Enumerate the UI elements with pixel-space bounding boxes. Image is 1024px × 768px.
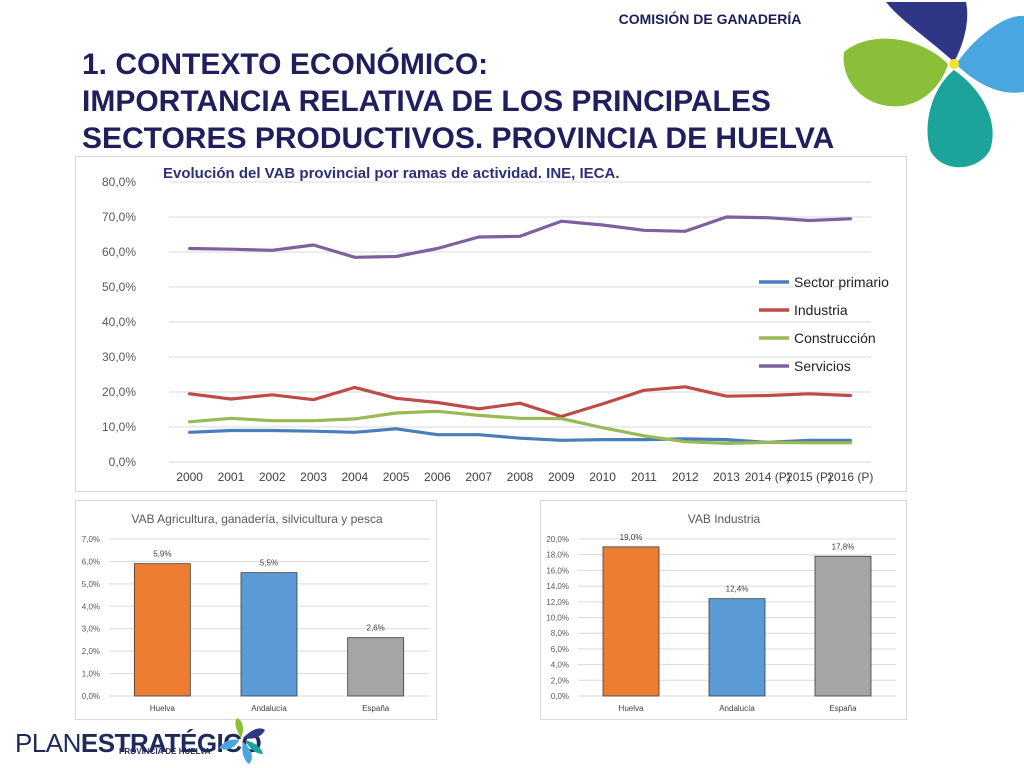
agriculture-chart-panel: VAB Agricultura, ganadería, silvicultura…: [75, 500, 437, 720]
bar-españa: [347, 637, 405, 697]
title-line-3: SECTORES PRODUCTIVOS. PROVINCIA DE HUELV…: [82, 122, 835, 155]
bar-ytick-label: 16,0%: [546, 566, 569, 575]
line-ytick-label: 70,0%: [102, 210, 136, 224]
line-xtick-label: 2015 (P): [786, 470, 832, 484]
line-xtick-label: 2016 (P): [827, 470, 873, 484]
agriculture-chart-title: VAB Agricultura, ganadería, silvicultura…: [131, 512, 383, 526]
line-xtick-label: 2007: [465, 470, 492, 484]
plan-estrategico-logo: PLANESTRATÉGICO PROVINCIA DE HUELVA: [15, 716, 285, 768]
slide-title: 1. CONTEXTO ECONÓMICO: IMPORTANCIA RELAT…: [82, 46, 882, 157]
line-ytick-label: 60,0%: [102, 245, 136, 259]
legend-label: Servicios: [794, 358, 851, 374]
legend-label: Industria: [794, 302, 848, 318]
bar-huelva: [133, 563, 191, 697]
bar-ytick-label: 18,0%: [546, 551, 569, 560]
petal-teal: [927, 70, 993, 168]
bar-ytick-label: 2,0%: [551, 676, 569, 685]
series-line-1: [187, 385, 853, 419]
bar-ytick-label: 14,0%: [546, 582, 569, 591]
line-xtick-label: 2009: [548, 470, 575, 484]
bar-andalucía: [708, 598, 766, 697]
line-xtick-label: 2004: [341, 470, 368, 484]
line-chart-panel: Evolución del VAB provincial por ramas d…: [75, 156, 907, 492]
line-xtick-label: 2011: [631, 470, 657, 484]
petal-navy: [886, 2, 968, 62]
legend-label: Construcción: [794, 330, 876, 346]
legend-label: Sector primario: [794, 274, 889, 290]
bar-ytick-label: 2,0%: [82, 647, 100, 656]
line-ytick-label: 40,0%: [102, 315, 136, 329]
series-line-0: [187, 427, 853, 444]
bar-ytick-label: 6,0%: [82, 557, 100, 566]
industry-chart-title: VAB Industria: [688, 512, 761, 526]
bar-category-label: Andalucía: [251, 704, 287, 713]
bar-category-label: Huelva: [150, 704, 175, 713]
bar-ytick-label: 7,0%: [82, 535, 100, 544]
line-xtick-label: 2003: [300, 470, 327, 484]
bar-ytick-label: 3,0%: [82, 625, 100, 634]
bar-value-label: 2,6%: [367, 624, 385, 633]
bar-andalucía: [240, 572, 298, 697]
bar-ytick-label: 4,0%: [551, 661, 569, 670]
line-xtick-label: 2012: [672, 470, 699, 484]
bar-ytick-label: 1,0%: [82, 670, 100, 679]
bar-huelva: [602, 546, 660, 697]
line-ytick-label: 0,0%: [109, 455, 137, 469]
line-ytick-label: 50,0%: [102, 280, 136, 294]
bar-category-label: Huelva: [619, 704, 644, 713]
bar-category-label: España: [362, 704, 390, 713]
petal-center: [949, 59, 959, 69]
logo-plan: PLAN: [15, 728, 81, 758]
title-line-2: IMPORTANCIA RELATIVA DE LOS PRINCIPALES: [82, 85, 771, 118]
bar-españa: [814, 555, 872, 697]
bar-ytick-label: 6,0%: [551, 645, 569, 654]
line-xtick-label: 2006: [424, 470, 451, 484]
decorative-petals: [843, 2, 1024, 168]
bar-value-label: 12,4%: [726, 585, 749, 594]
line-ytick-label: 20,0%: [102, 385, 136, 399]
line-xtick-label: 2014 (P): [745, 470, 791, 484]
bar-ytick-label: 0,0%: [82, 692, 100, 701]
bar-category-label: Andalucía: [719, 704, 755, 713]
line-xtick-label: 2001: [218, 470, 245, 484]
line-ytick-label: 10,0%: [102, 420, 136, 434]
petal-sky: [956, 15, 1024, 93]
bar-ytick-label: 12,0%: [546, 598, 569, 607]
bar-ytick-label: 10,0%: [546, 614, 569, 623]
bar-ytick-label: 5,0%: [82, 580, 100, 589]
line-ytick-label: 30,0%: [102, 350, 136, 364]
line-xtick-label: 2002: [259, 470, 286, 484]
line-xtick-label: 2005: [383, 470, 410, 484]
bar-value-label: 5,9%: [153, 550, 171, 559]
line-xtick-label: 2008: [507, 470, 534, 484]
bar-value-label: 5,5%: [260, 559, 278, 568]
bar-ytick-label: 0,0%: [551, 692, 569, 701]
industry-bar-chart: VAB Industria 0,0% 2,0% 4,0% 6,0% 8,0% 10,0% 1…: [546, 512, 896, 713]
bar-value-label: 19,0%: [620, 533, 643, 542]
line-xtick-label: 2013: [713, 470, 740, 484]
line-xtick-label: 2000: [176, 470, 203, 484]
series-line-2: [187, 409, 853, 445]
industry-chart-panel: VAB Industria 0,0% 2,0% 4,0% 6,0% 8,0% 10,0% 1…: [540, 500, 907, 720]
series-line-3: [187, 215, 853, 259]
line-xtick-label: 2010: [589, 470, 616, 484]
bar-value-label: 17,8%: [832, 542, 855, 551]
petal-green: [843, 38, 948, 107]
bar-ytick-label: 8,0%: [551, 629, 569, 638]
logo-petals-icon: [219, 718, 265, 764]
line-chart-title: Evolución del VAB provincial por ramas d…: [163, 165, 620, 182]
bar-category-label: España: [829, 704, 857, 713]
bar-ytick-label: 20,0%: [546, 535, 569, 544]
agriculture-bar-chart: VAB Agricultura, ganadería, silvicultura…: [82, 512, 429, 713]
logo-subtitle: PROVINCIA DE HUELVA: [119, 747, 211, 756]
bar-ytick-label: 4,0%: [82, 602, 100, 611]
commission-label: COMISIÓN DE GANADERÍA: [618, 11, 802, 27]
title-line-1: 1. CONTEXTO ECONÓMICO:: [82, 48, 489, 81]
line-ytick-label: 80,0%: [102, 175, 136, 189]
line-chart: Evolución del VAB provincial por ramas d…: [102, 165, 889, 484]
